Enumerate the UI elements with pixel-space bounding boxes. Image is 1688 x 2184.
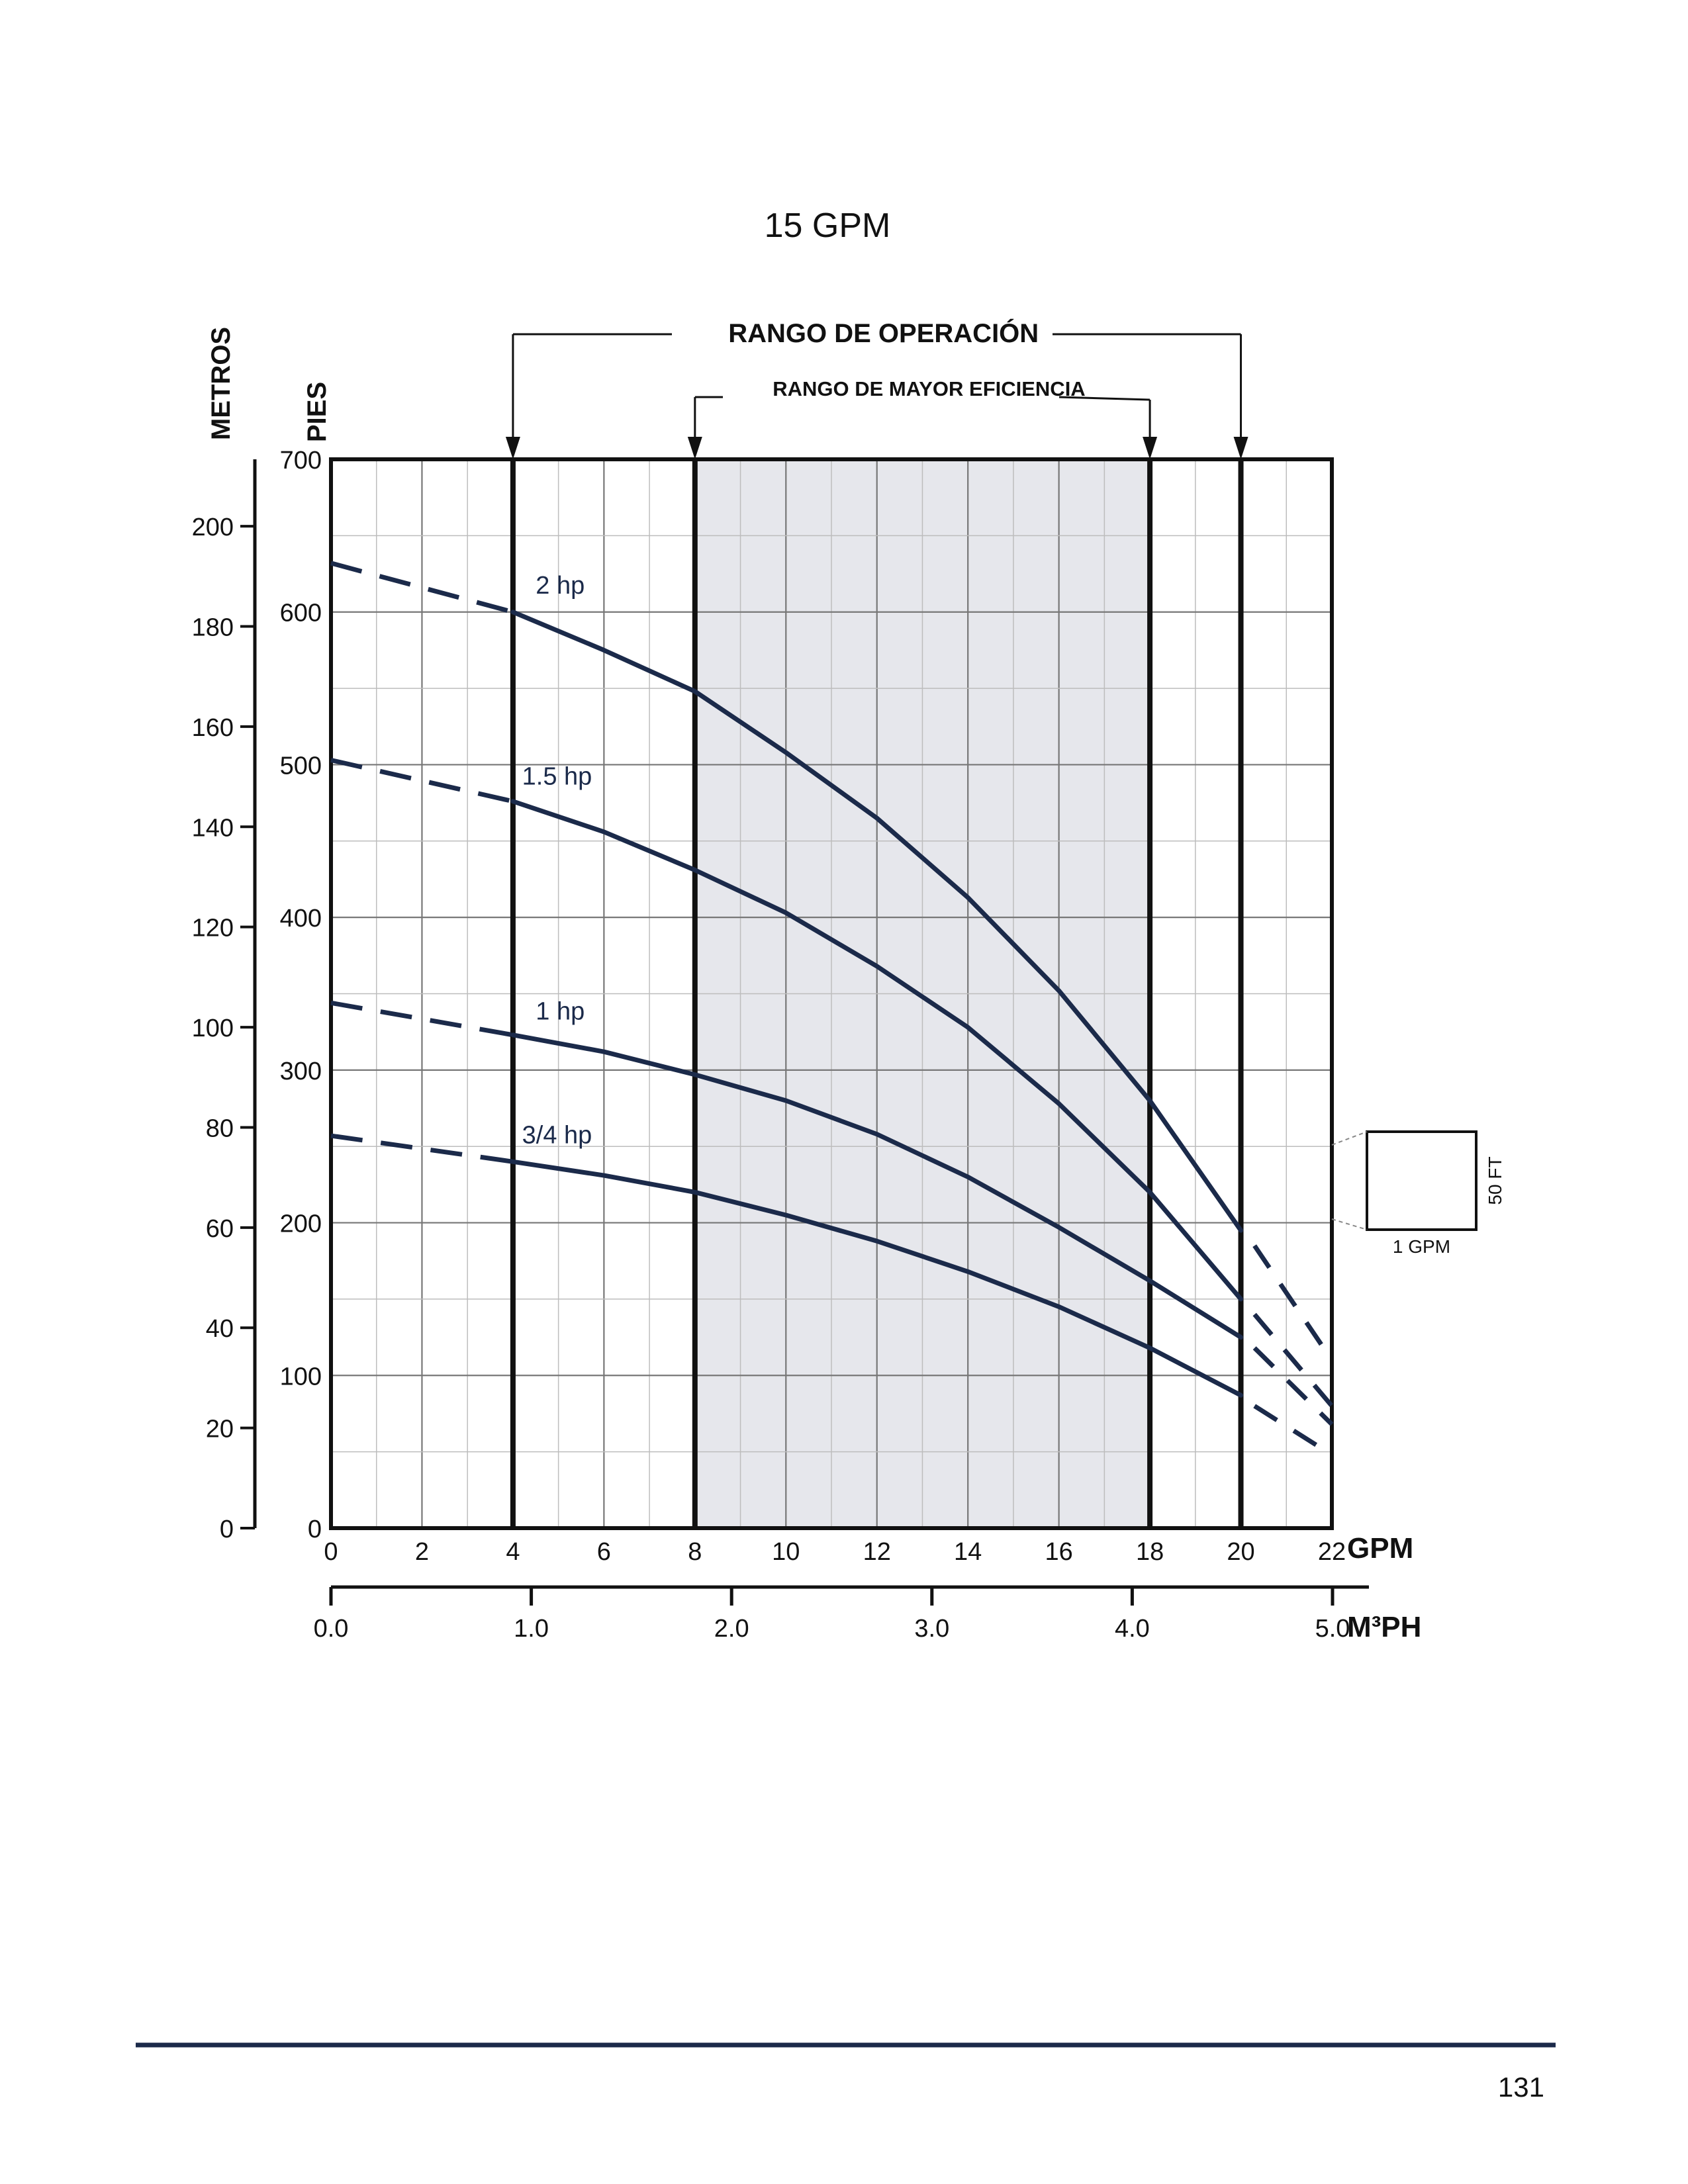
series-3-4-hp [330,1133,1333,1457]
series-1-5-hp [330,758,1334,1408]
m3ph-tick-label: 3.0 [914,1615,949,1643]
metros-tick-label: 80 [206,1115,234,1142]
chart-series [330,561,1334,1457]
x2-axis-title: M³PH [1347,1611,1421,1643]
chart-axes [240,457,1477,1606]
page-number: 131 [1498,2071,1544,2103]
scale-box-y-label: 50 FT [1485,1156,1505,1205]
x-tick-label: 16 [1045,1538,1072,1566]
x-axis-title: GPM [1347,1532,1413,1565]
series-label: 1 hp [536,998,585,1026]
m3ph-tick-label: 4.0 [1115,1615,1150,1643]
series-label: 1.5 hp [522,762,592,790]
y-tick-label: 400 [280,905,322,933]
chart-grid [330,458,1333,1529]
x-tick-label: 14 [954,1538,982,1566]
m3ph-tick-label: 0.0 [314,1615,349,1643]
series-label: 3/4 hp [522,1122,592,1150]
metros-tick-label: 180 [192,614,234,642]
operating-range-arrow-icon [505,437,520,459]
pies-axis-title: PIES [303,382,332,442]
x-tick-label: 8 [688,1538,702,1566]
x-tick-label: 0 [324,1538,338,1566]
y-tick-label: 100 [280,1363,322,1390]
series-dashed-start [330,561,514,615]
x-tick-label: 4 [506,1538,520,1566]
metros-tick-label: 200 [192,514,234,541]
y-tick-label: 200 [280,1210,322,1238]
m3ph-tick-label: 5.0 [1315,1615,1350,1643]
y-tick-label: 300 [280,1058,322,1085]
x-tick-label: 2 [415,1538,429,1566]
plot-frame [329,457,1334,1530]
x-tick-label: 20 [1227,1538,1254,1566]
metros-tick-label: 140 [192,814,234,842]
scale-box [1366,1130,1477,1231]
x-tick-label: 22 [1318,1538,1346,1566]
metros-tick-label: 20 [206,1416,234,1443]
x-tick-label: 12 [863,1538,891,1566]
metros-tick-label: 60 [206,1215,234,1243]
x-tick-label: 6 [597,1538,611,1566]
series-2-hp [330,561,1334,1362]
scale-box-x-label: 1 GPM [1393,1236,1450,1257]
metros-tick-label: 100 [192,1015,234,1042]
series-dashed-start [330,1000,514,1038]
efficiency-range-arrow-icon [1143,437,1158,459]
series-dashed-end [1252,1244,1334,1362]
metros-tick-label: 120 [192,915,234,942]
page-title: 15 GPM [765,206,891,245]
x-tick-label: 10 [772,1538,800,1566]
m3ph-tick-label: 1.0 [514,1615,549,1643]
scale-box-leader [1331,1218,1368,1230]
operating-range-label: RANGO DE OPERACIÓN [728,318,1039,348]
efficiency-range-arrow-icon [687,437,702,459]
series-dashed-end [1253,1404,1333,1457]
series-dashed-end [1252,1312,1334,1408]
metros-axis-title: METROS [207,327,236,440]
y-tick-label: 0 [308,1516,322,1543]
y-tick-label: 600 [280,600,322,627]
efficiency-bracket-right [1058,396,1150,401]
m3ph-tick-label: 2.0 [714,1615,749,1643]
series-label: 2 hp [536,572,585,600]
chart-labels: RANGO DE OPERACIÓN RANGO DE MAYOR EFICIEN… [192,318,1505,1643]
y-tick-label: 700 [280,447,322,475]
series-1-hp [330,1000,1334,1426]
series-dashed-start [330,758,514,804]
series-dashed-end [1252,1346,1334,1426]
efficiency-range-label: RANGO DE MAYOR EFICIENCIA [773,377,1086,400]
y-tick-label: 500 [280,752,322,780]
series-dashed-start [330,1133,514,1164]
metros-tick-label: 40 [206,1315,234,1343]
operating-range-arrow-icon [1233,437,1248,459]
scale-box-leader [1331,1131,1368,1146]
metros-tick-label: 0 [220,1516,234,1543]
metros-tick-label: 160 [192,714,234,742]
x-tick-label: 18 [1136,1538,1164,1566]
